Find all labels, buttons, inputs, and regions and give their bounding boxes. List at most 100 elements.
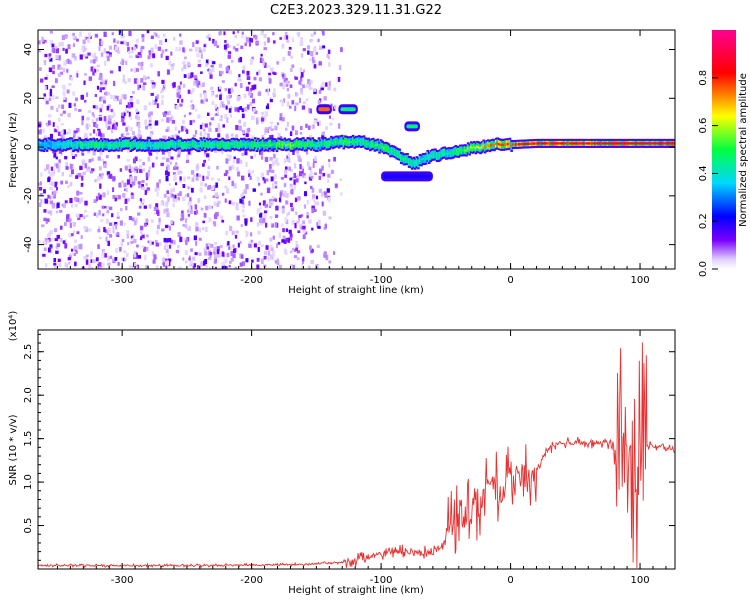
heatmap-speckle <box>312 162 315 168</box>
heatmap-speckle <box>49 92 53 97</box>
heatmap-speckle <box>126 179 131 185</box>
heatmap-speckle <box>99 38 102 44</box>
heatmap-speckle <box>260 32 264 36</box>
heatmap-speckle <box>186 129 189 134</box>
heatmap-speckle <box>84 53 88 57</box>
heatmap-speckle <box>231 231 235 235</box>
heatmap-speckle <box>129 55 133 59</box>
heatmap-speckle <box>294 91 298 97</box>
heatmap-speckle <box>254 153 257 157</box>
heatmap-ridge-core <box>281 143 285 147</box>
heatmap-speckle <box>106 105 110 111</box>
heatmap-speckle <box>197 198 201 203</box>
heatmap-speckle <box>269 98 273 103</box>
heatmap-speckle <box>326 188 330 193</box>
heatmap-speckle <box>198 49 203 53</box>
heatmap-ridge-core <box>403 158 406 161</box>
heatmap-ridge-core <box>483 146 487 149</box>
heatmap-speckle <box>158 179 161 184</box>
heatmap-speckle <box>52 122 55 127</box>
heatmap-speckle <box>200 53 203 59</box>
heatmap-speckle <box>176 92 180 98</box>
heatmap-speckle <box>135 54 138 58</box>
heatmap-speckle <box>142 161 145 166</box>
heatmap-speckle <box>237 77 241 82</box>
heatmap-ridge-core <box>143 144 147 148</box>
heatmap-speckle <box>141 245 144 249</box>
heatmap-speckle <box>105 219 109 224</box>
heatmap-speckle <box>42 137 46 141</box>
heatmap-ridge-core <box>437 154 440 158</box>
heatmap-x-tick-label: -200 <box>240 275 263 286</box>
heatmap-speckle <box>133 78 138 84</box>
heatmap-speckle <box>76 38 79 42</box>
heatmap-speckle <box>139 169 143 173</box>
heatmap-speckle <box>87 149 91 154</box>
heatmap-speckle <box>58 149 62 154</box>
heatmap-speckle <box>80 197 84 203</box>
heatmap-ridge-core <box>648 142 652 145</box>
heatmap-speckle <box>52 64 56 70</box>
snr-y-tick-label: 1.5 <box>23 431 34 447</box>
heatmap-speckle <box>63 222 67 227</box>
heatmap-ridge-core <box>177 142 181 145</box>
heatmap-speckle <box>299 132 303 135</box>
heatmap-ridge-core <box>154 144 158 147</box>
heatmap-speckle <box>285 35 289 40</box>
heatmap-speckle <box>58 104 61 109</box>
heatmap-ridge-core <box>386 147 389 150</box>
heatmap-ridge-core <box>303 144 307 147</box>
heatmap-speckle <box>260 218 263 224</box>
heatmap-speckle <box>218 63 223 68</box>
heatmap-ridge-core <box>623 142 627 145</box>
heatmap-ridge-core <box>505 143 509 146</box>
heatmap-ridge-core <box>510 144 513 148</box>
heatmap-speckle <box>289 177 293 181</box>
heatmap-speckle <box>49 186 53 191</box>
heatmap-speckle <box>44 198 48 204</box>
heatmap-speckle <box>98 77 102 81</box>
heatmap-speckle <box>186 154 189 159</box>
heatmap-ridge-core <box>246 143 249 146</box>
heatmap-speckle <box>85 123 89 129</box>
heatmap-speckle <box>228 200 232 205</box>
heatmap-ridge-core <box>642 142 645 145</box>
heatmap-ridge-core <box>592 142 596 145</box>
heatmap-speckle <box>339 178 342 182</box>
heatmap-ridge-core <box>244 143 248 147</box>
heatmap-speckle <box>106 55 110 62</box>
heatmap-speckle <box>215 106 219 111</box>
heatmap-speckle <box>196 53 200 58</box>
heatmap-speckle <box>236 215 240 221</box>
heatmap-speckle <box>226 252 230 258</box>
heatmap-speckle <box>102 213 105 217</box>
heatmap-ridge-core <box>83 143 86 147</box>
heatmap-speckle <box>100 103 104 109</box>
heatmap-speckle <box>126 158 130 162</box>
heatmap-ridge-core <box>204 144 207 148</box>
heatmap-speckle <box>143 246 147 252</box>
heatmap-speckle <box>91 168 95 172</box>
heatmap-speckle <box>195 108 198 112</box>
heatmap-speckle <box>256 257 260 262</box>
colorbar-tick-label: 0.6 <box>698 118 709 134</box>
heatmap-speckle <box>298 214 302 219</box>
heatmap-speckle <box>96 85 100 90</box>
heatmap-speckle <box>263 41 267 46</box>
heatmap-ridge-core <box>421 157 425 161</box>
heatmap-speckle <box>105 53 109 59</box>
heatmap-speckle <box>92 129 96 134</box>
heatmap-speckle <box>47 247 51 253</box>
heatmap-ridge-core <box>364 142 367 145</box>
heatmap-speckle <box>87 228 92 232</box>
heatmap-speckle <box>124 81 127 84</box>
heatmap-ridge-core <box>275 144 279 148</box>
heatmap-speckle <box>183 176 186 182</box>
heatmap-speckle <box>210 64 214 68</box>
heatmap-speckle <box>99 87 103 93</box>
heatmap-speckle <box>181 126 184 132</box>
heatmap-ridge-core <box>587 142 591 145</box>
heatmap-speckle <box>207 33 211 37</box>
heatmap-speckle <box>242 69 245 74</box>
